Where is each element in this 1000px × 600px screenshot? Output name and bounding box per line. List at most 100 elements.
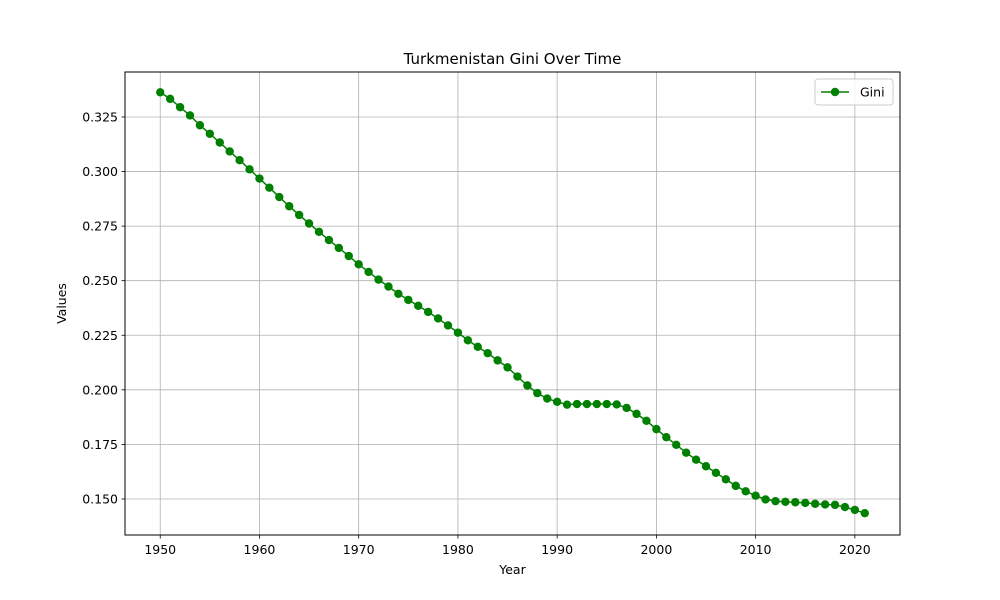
y-axis-label: Values [54, 283, 69, 324]
y-tick-label: 0.250 [82, 273, 118, 288]
data-point [175, 102, 185, 112]
x-axis-label: Year [498, 562, 526, 577]
data-point [820, 500, 830, 509]
data-point [701, 462, 711, 471]
data-point [314, 227, 324, 236]
x-tick-label: 1970 [343, 542, 375, 557]
data-point [751, 491, 760, 500]
data-point [503, 363, 512, 372]
x-tick-label: 2020 [839, 542, 871, 557]
x-tick-label: 1990 [541, 542, 573, 557]
data-point [165, 94, 175, 104]
data-point [225, 147, 234, 156]
data-point [294, 210, 304, 220]
data-point [285, 202, 294, 211]
data-point [681, 448, 691, 457]
y-tick-label: 0.225 [82, 328, 118, 343]
data-point [414, 301, 423, 310]
y-tick-label: 0.300 [82, 164, 118, 179]
x-tick-label: 1980 [442, 542, 474, 557]
data-point [562, 400, 572, 409]
data-point [761, 495, 770, 504]
y-tick-label: 0.275 [82, 219, 118, 234]
data-point [741, 487, 750, 496]
data-point [830, 500, 840, 510]
data-point [652, 424, 661, 434]
x-tick-label: 2010 [740, 542, 772, 557]
ticks: 1950 1960 1970 1980 1990 2000 2010 2020 0.150 0.1… [82, 109, 871, 557]
data-point [374, 275, 383, 284]
data-point [423, 307, 433, 317]
data-point [384, 282, 393, 291]
legend-frame [814, 78, 894, 106]
data-point [721, 475, 731, 484]
data-point [453, 328, 463, 337]
data-point [433, 314, 443, 323]
data-point [840, 502, 850, 512]
x-tick-label: 2000 [640, 542, 672, 557]
data-point [235, 155, 244, 165]
data-point [493, 356, 502, 365]
data-point [791, 498, 800, 507]
data-point [622, 403, 631, 413]
data-point [523, 381, 532, 390]
data-point [543, 394, 552, 403]
data-point [364, 267, 373, 277]
data-point [711, 468, 721, 477]
data-point [205, 129, 215, 138]
data-point [265, 183, 274, 192]
data-point [810, 499, 820, 508]
legend: Gini [814, 78, 894, 106]
data-point [354, 260, 363, 269]
data-point [662, 433, 671, 442]
data-point [672, 440, 681, 450]
data-point [245, 165, 254, 174]
series-layer [156, 88, 869, 518]
data-point [612, 400, 621, 409]
data-point [463, 336, 473, 345]
data-point [156, 88, 165, 97]
chart-title: Turkmenistan Gini Over Time [403, 50, 622, 68]
data-point [592, 399, 602, 409]
data-point [443, 321, 453, 330]
data-point [582, 399, 592, 409]
data-point [344, 251, 353, 261]
data-point [483, 348, 492, 358]
data-point [771, 496, 780, 506]
axes-frame [124, 71, 901, 536]
x-tick-label: 1960 [244, 542, 276, 557]
data-point [781, 497, 790, 507]
grid [125, 72, 900, 535]
data-point [572, 399, 582, 409]
data-point [404, 295, 413, 305]
legend-marker [830, 87, 840, 97]
data-point [552, 397, 562, 407]
data-point [255, 174, 264, 183]
data-point [473, 342, 482, 352]
data-point [642, 416, 651, 426]
data-point [195, 121, 205, 130]
x-tick-label: 1950 [144, 542, 176, 557]
data-point [324, 235, 334, 245]
data-point [215, 138, 224, 147]
y-tick-label: 0.175 [82, 437, 118, 452]
data-point [394, 289, 403, 298]
data-point [513, 372, 522, 381]
data-point [801, 498, 810, 508]
data-point [533, 388, 542, 398]
data-point [185, 111, 195, 120]
y-tick-label: 0.200 [82, 382, 118, 397]
data-point [860, 508, 869, 518]
data-point [731, 481, 740, 491]
data-point [632, 409, 641, 419]
y-tick-label: 0.150 [82, 491, 118, 506]
y-tick-label: 0.325 [82, 109, 118, 124]
data-point [275, 192, 284, 202]
legend-label: Gini [860, 85, 885, 100]
data-point [691, 455, 701, 464]
data-point [304, 219, 314, 228]
data-point [334, 243, 344, 253]
data-point [602, 399, 611, 409]
data-point [850, 505, 860, 515]
